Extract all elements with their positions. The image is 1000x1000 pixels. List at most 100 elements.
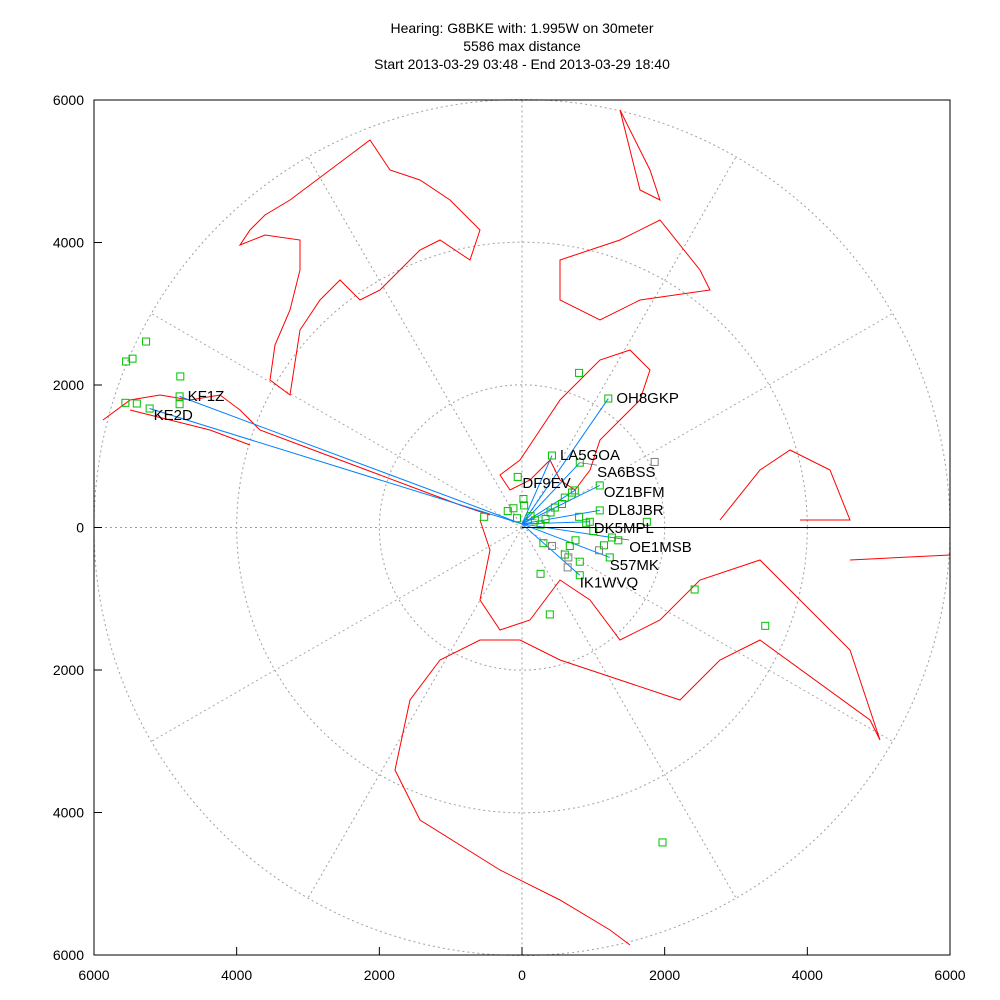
station-marker (503, 507, 512, 516)
station-marker (605, 553, 614, 562)
station-label: OZ1BFM (604, 484, 665, 501)
propagation-path (521, 462, 581, 525)
station-marker (536, 520, 545, 529)
station-marker (570, 486, 579, 495)
station-marker (565, 542, 574, 551)
station-marker (546, 508, 555, 517)
radial-gridline (151, 527, 523, 742)
label-leader-line (579, 462, 598, 466)
propagation-path (521, 485, 600, 525)
station-marker (122, 357, 131, 366)
x-tick-label: 0 (518, 967, 526, 983)
station-marker-gray (563, 563, 572, 572)
label-leader-line (611, 537, 630, 541)
coastline (102, 109, 951, 946)
station-marker (658, 838, 667, 847)
propagation-path (521, 490, 576, 525)
station-marker (142, 337, 151, 346)
station-marker (176, 372, 185, 381)
station-marker (121, 398, 130, 407)
station-marker (575, 458, 584, 467)
station-marker (575, 512, 584, 521)
station-marker (175, 392, 184, 401)
radial-gridline (521, 313, 893, 528)
coast-arctic (559, 109, 711, 321)
x-tick-label: 2000 (364, 967, 395, 983)
propagation-path (149, 408, 523, 525)
radial-gridline (521, 156, 737, 528)
station-marker (539, 539, 548, 548)
station-marker (690, 585, 699, 594)
station-marker-gray (547, 542, 556, 551)
station-marker (595, 481, 604, 490)
station-marker (526, 512, 535, 521)
propagation-path (521, 509, 600, 525)
station-marker (567, 488, 576, 497)
station-marker (575, 557, 584, 566)
station-marker (541, 514, 550, 523)
station-label: KE2D (154, 407, 193, 424)
chart-title-line-1: Hearing: G8BKE with: 1.995W on 30meter (390, 20, 654, 36)
station-label: OE1MSB (629, 539, 692, 556)
coast-north-america (102, 394, 491, 516)
propagation-path (179, 395, 523, 525)
y-tick-label: 4000 (53, 805, 84, 821)
station-marker-gray (650, 457, 659, 466)
station-marker (547, 451, 556, 460)
axes: 6000 6000 4000 4000 2000 2000 0 0 2000 2000 4000 40… (53, 92, 966, 983)
station-marker (607, 533, 616, 542)
station-marker (545, 610, 554, 619)
station-marker (520, 501, 529, 510)
y-tick-label: 0 (76, 520, 84, 536)
x-tick-label: 6000 (934, 967, 965, 983)
label-leader-lines (579, 462, 630, 541)
y-tick-label: 4000 (53, 235, 84, 251)
station-marker (530, 516, 539, 525)
chart-title-line-3: Start 2013-03-29 03:48 - End 2013-03-29 … (374, 56, 670, 72)
station-label: DL8JBR (608, 502, 664, 519)
coast-europe (394, 449, 951, 946)
x-tick-label: 4000 (221, 967, 252, 983)
station-marker (513, 472, 522, 481)
station-marker (480, 512, 489, 521)
station-label: DK5MPL (594, 520, 654, 537)
station-marker (585, 517, 594, 526)
station-marker (642, 517, 651, 526)
station-marker (600, 541, 609, 550)
station-marker (132, 399, 141, 408)
station-marker (595, 506, 604, 515)
station-label: LA5GOA (560, 447, 620, 464)
station-label: OH8GKP (616, 390, 679, 407)
x-tick-label: 4000 (792, 967, 823, 983)
radial-gridline (521, 527, 737, 899)
station-marker-gray (595, 546, 604, 555)
y-tick-label: 2000 (53, 662, 84, 678)
station-marker (175, 400, 184, 409)
station-marker (536, 569, 545, 578)
station-marker (614, 536, 623, 545)
chart-title-line-2: 5586 max distance (463, 38, 581, 54)
station-marker (128, 354, 137, 363)
station-marker (761, 621, 770, 630)
station-markers (121, 337, 770, 847)
station-marker (560, 493, 569, 502)
y-tick-label: 6000 (53, 947, 84, 963)
station-label: KF1Z (188, 388, 225, 405)
station-marker (145, 404, 154, 413)
x-tick-label: 2000 (649, 967, 680, 983)
station-label: DF9EV (522, 475, 570, 492)
y-tick-label: 6000 (53, 92, 84, 108)
station-label: SA6BSS (597, 464, 655, 481)
station-marker (604, 394, 613, 403)
station-marker (571, 536, 580, 545)
y-tick-label: 2000 (53, 377, 84, 393)
x-tick-label: 6000 (78, 967, 109, 983)
station-marker (513, 514, 522, 523)
radial-gridline (151, 313, 523, 528)
radial-gridline (521, 527, 893, 742)
coast-scandinavia (499, 349, 651, 491)
station-label: S57MK (610, 557, 659, 574)
